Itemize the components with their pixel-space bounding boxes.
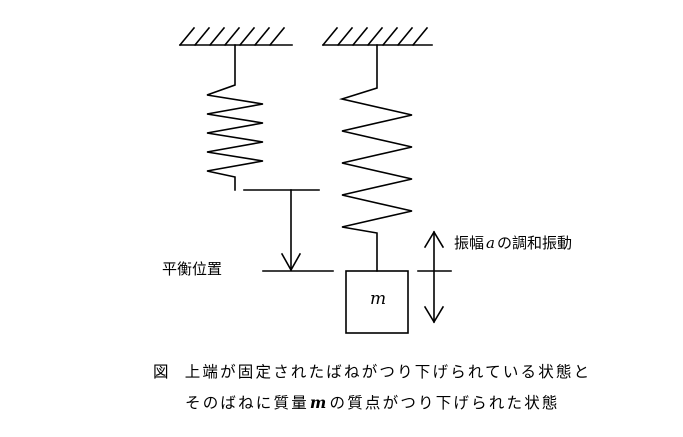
caption-line2-b: の質点がつり下げられた状態 xyxy=(329,394,560,412)
mass-symbol: m xyxy=(370,289,387,309)
amplitude-symbol: a xyxy=(486,234,495,252)
left-ceiling xyxy=(178,26,293,47)
displacement-arrow xyxy=(280,189,302,272)
amplitude-suffix: の調和振動 xyxy=(496,234,572,252)
amplitude-arrow xyxy=(417,230,452,324)
amplitude-label: 振幅 a の調和振動 xyxy=(454,236,572,251)
caption-line2-a: そのばねに質量 xyxy=(185,394,309,412)
equilibrium-label: 平衡位置 xyxy=(162,260,223,278)
right-ceiling xyxy=(321,26,433,47)
figure-label: 図 xyxy=(153,363,171,381)
caption-line1-text: 上端が固定されたばねがつり下げられている状態と xyxy=(184,363,592,381)
amplitude-prefix: 振幅 xyxy=(454,234,485,252)
figure-caption-line1: 図上端が固定されたばねがつり下げられている状態と xyxy=(153,363,592,381)
right-spring xyxy=(338,44,413,272)
left-spring xyxy=(206,44,264,191)
figure-caption-line2: そのばねに質量mの質点がつり下げられた状態 xyxy=(185,395,560,412)
caption-mass-symbol: m xyxy=(309,393,329,412)
mass-block xyxy=(345,270,409,334)
